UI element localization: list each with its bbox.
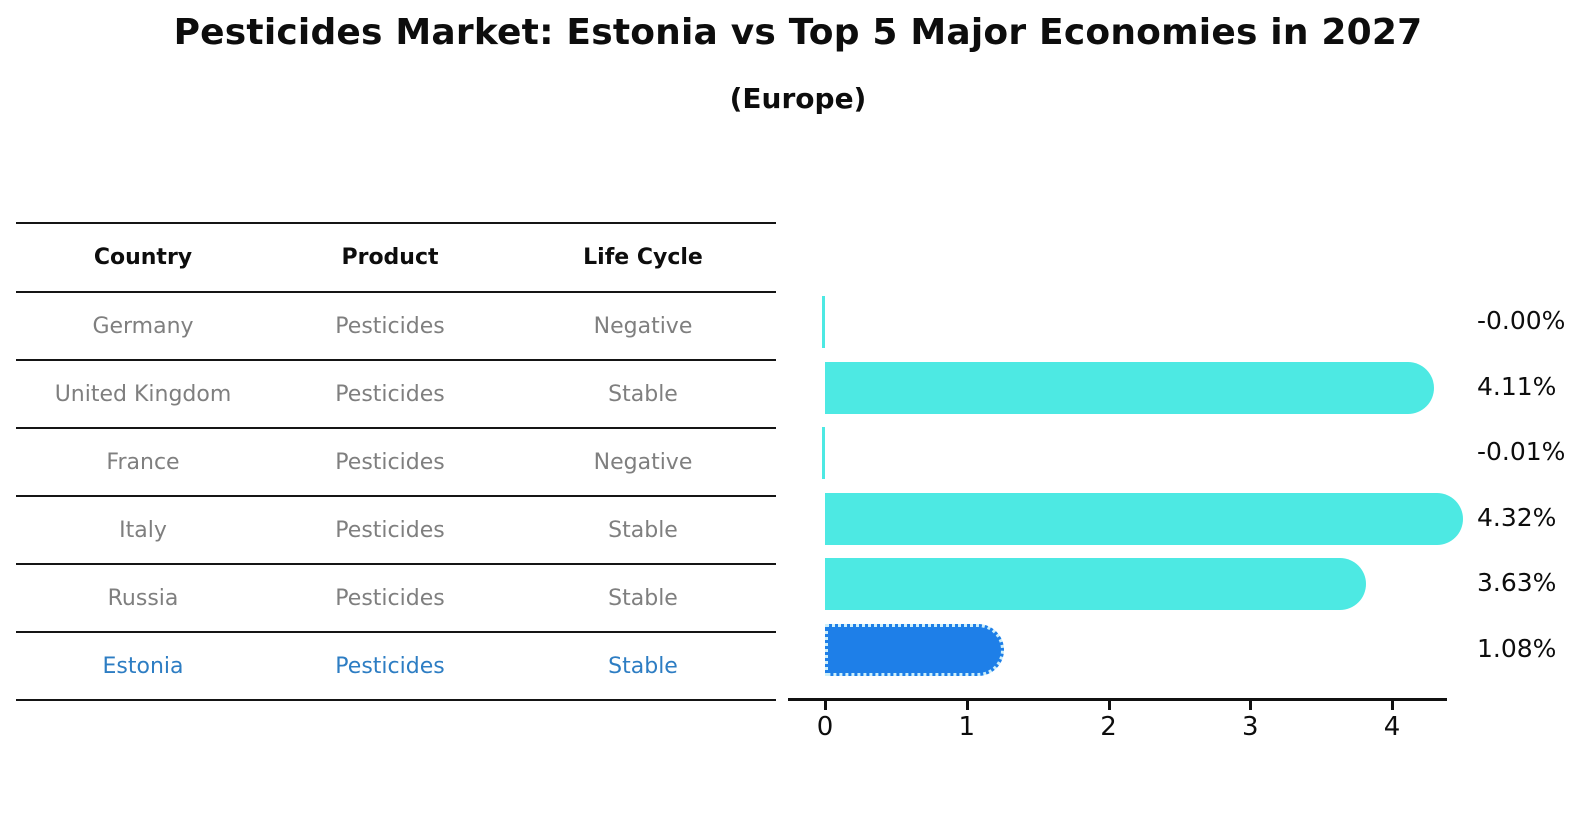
- table-body: Germany Pesticides Negative United Kingdom P…: [16, 293, 776, 701]
- table-cell-life_cycle: Stable: [608, 517, 678, 543]
- x-axis-tick-1: [965, 701, 969, 710]
- table-row-united-kingdom: United Kingdom Pesticides Stable: [16, 361, 776, 429]
- value-label-united-kingdom: 4.11%: [1477, 371, 1557, 401]
- bar-russia: [825, 558, 1366, 610]
- table-cell-country: Estonia: [102, 653, 184, 679]
- x-axis-tick-label-0: 0: [816, 712, 834, 742]
- table-row-france: France Pesticides Negative: [16, 429, 776, 497]
- table-cell-life_cycle: Negative: [593, 449, 693, 475]
- table-cell-country: France: [106, 449, 180, 475]
- table-header-product: Product: [341, 245, 439, 270]
- bar-france: [822, 427, 825, 479]
- bar-united-kingdom: [825, 361, 1434, 414]
- table-row-germany: Germany Pesticides Negative: [16, 293, 776, 361]
- bar-italy: [825, 492, 1464, 545]
- value-label-russia: 3.63%: [1477, 568, 1557, 597]
- value-label-germany: -0.00%: [1477, 306, 1566, 335]
- chart-subtitle: (Europe): [729, 82, 867, 115]
- bar-estonia: [825, 623, 1005, 676]
- x-axis-line: [788, 698, 1447, 701]
- x-axis-tick-2: [1107, 701, 1111, 710]
- table-cell-country: Russia: [107, 585, 179, 611]
- table-cell-life_cycle: Stable: [608, 653, 678, 679]
- bar-chart: -0.00% 4.11% -0.01% 4.32% 3.63% 1.08% 0 1 2 3 4: [788, 0, 1596, 823]
- table-row-russia: Russia Pesticides Stable: [16, 565, 776, 633]
- table-header-life-cycle: Life Cycle: [583, 245, 703, 270]
- x-axis-tick-label-4: 4: [1383, 712, 1401, 742]
- table-header-country: Country: [93, 245, 193, 270]
- table-cell-product: Pesticides: [335, 585, 445, 611]
- x-axis-tick-3: [1249, 701, 1253, 710]
- table-cell-product: Pesticides: [335, 313, 445, 339]
- x-axis-tick-label-3: 3: [1241, 712, 1259, 742]
- value-label-estonia: 1.08%: [1477, 633, 1557, 663]
- table-cell-country: Italy: [119, 517, 167, 543]
- table-cell-life_cycle: Negative: [593, 313, 693, 339]
- bar-germany: [822, 296, 825, 348]
- value-label-france: -0.01%: [1477, 437, 1566, 466]
- x-axis-tick-label-2: 2: [1100, 712, 1117, 742]
- x-axis-tick-0: [824, 701, 827, 710]
- table-header-row: Country Product Life Cycle: [16, 224, 776, 293]
- x-axis-tick-label-1: 1: [958, 712, 976, 742]
- value-label-italy: 4.32%: [1477, 502, 1557, 532]
- table-cell-life_cycle: Stable: [608, 381, 678, 407]
- country-table: Country Product Life Cycle Germany Pestic…: [16, 222, 776, 701]
- table-row-italy: Italy Pesticides Stable: [16, 497, 776, 565]
- table-cell-product: Pesticides: [335, 449, 445, 475]
- table-cell-life_cycle: Stable: [608, 585, 678, 611]
- chart-title: Pesticides Market: Estonia vs Top 5 Majo…: [173, 12, 1423, 53]
- table-cell-product: Pesticides: [335, 517, 445, 543]
- x-axis-tick-4: [1391, 701, 1394, 710]
- table-cell-product: Pesticides: [335, 653, 445, 679]
- table-cell-country: United Kingdom: [54, 381, 232, 407]
- table-row-estonia: Estonia Pesticides Stable: [16, 633, 776, 701]
- table-cell-country: Germany: [92, 313, 194, 339]
- table-cell-product: Pesticides: [335, 381, 445, 407]
